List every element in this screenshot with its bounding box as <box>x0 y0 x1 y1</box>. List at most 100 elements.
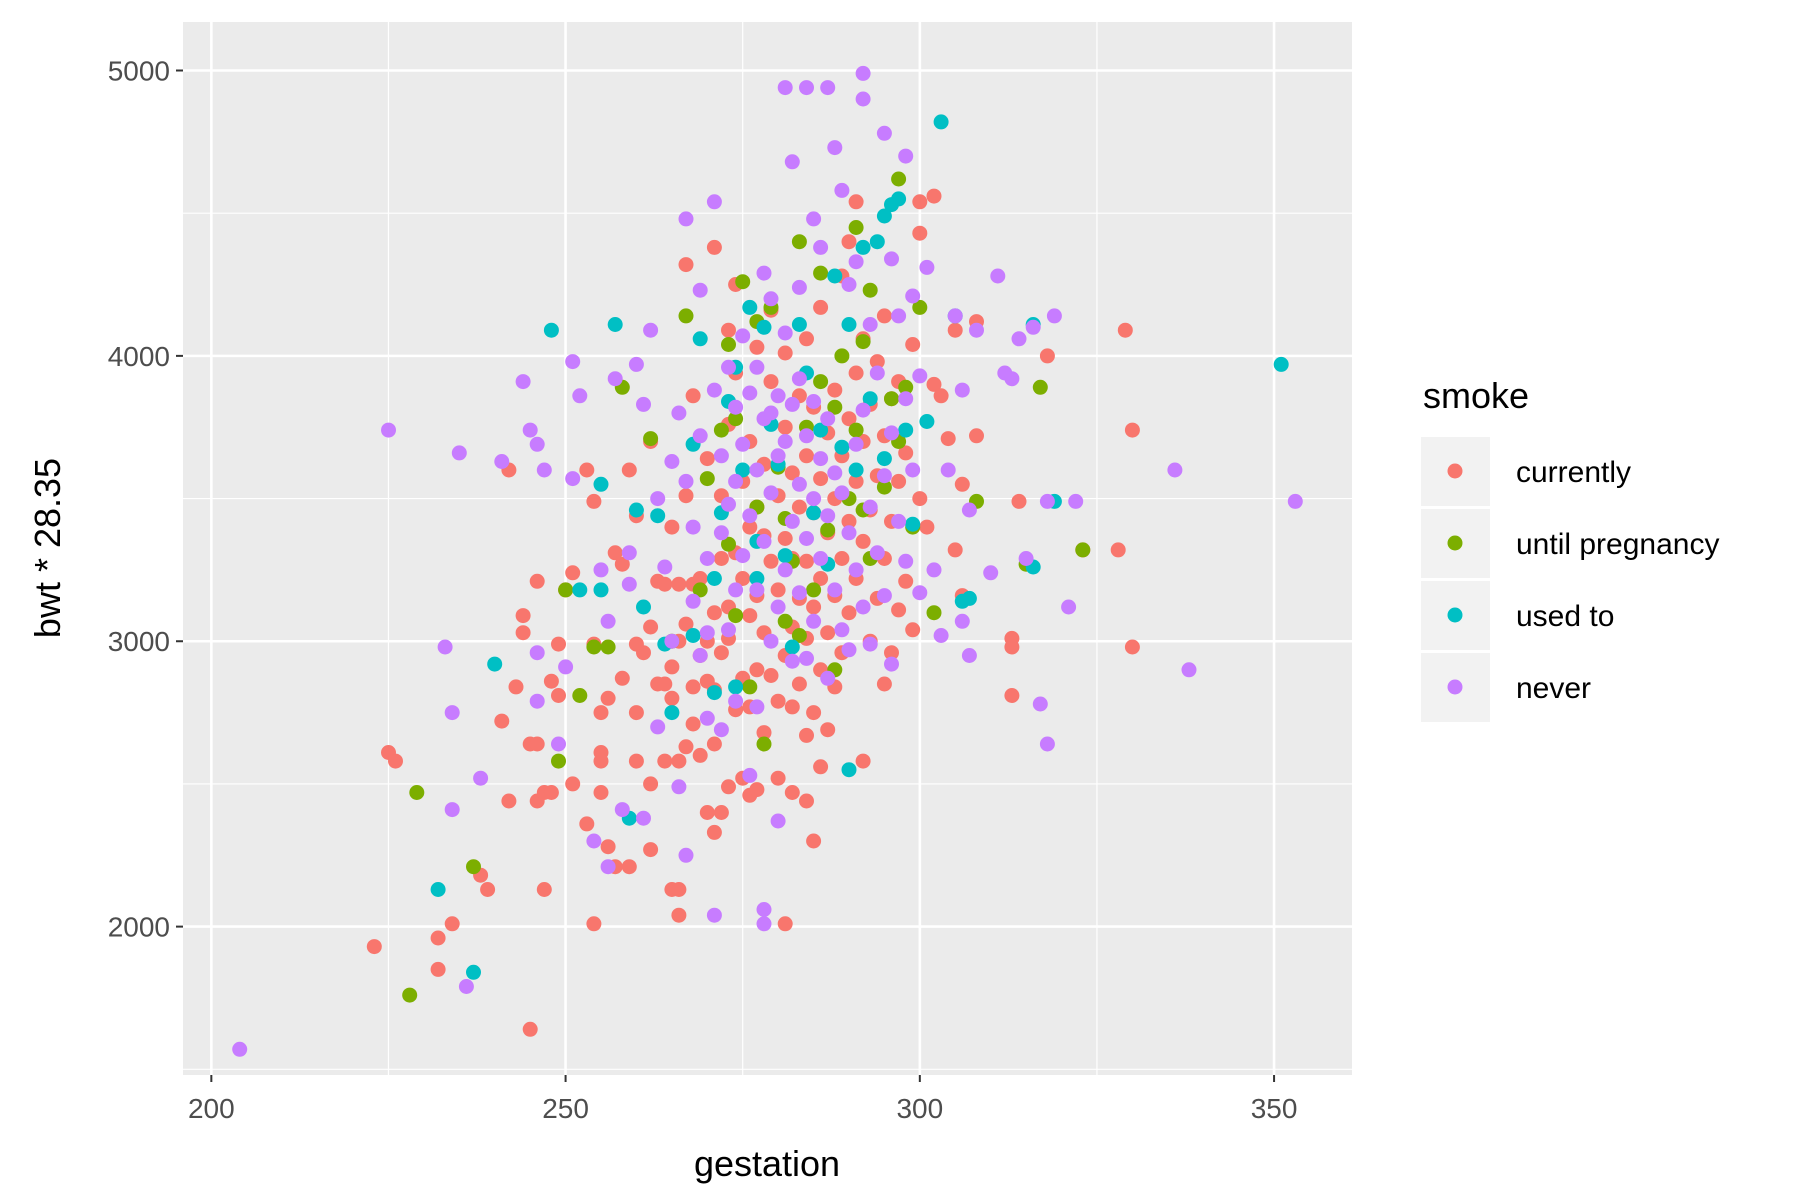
data-point <box>912 368 928 384</box>
data-point <box>827 399 843 415</box>
data-point <box>742 767 758 783</box>
data-point <box>586 493 602 509</box>
data-point <box>742 519 758 535</box>
data-point <box>806 599 822 615</box>
data-point <box>721 536 736 552</box>
data-point <box>940 431 956 447</box>
data-point <box>912 225 928 241</box>
data-point <box>820 522 836 538</box>
data-point <box>884 645 899 661</box>
data-point <box>628 705 644 721</box>
data-point <box>692 582 708 598</box>
data-point <box>735 328 751 344</box>
data-point <box>621 859 637 875</box>
data-point <box>742 385 758 401</box>
y-tick-label: 4000 <box>108 341 170 372</box>
data-point <box>706 382 722 398</box>
data-point <box>579 462 595 478</box>
data-point <box>643 619 659 635</box>
data-point <box>366 939 382 955</box>
data-point <box>466 859 481 875</box>
data-point <box>791 371 807 387</box>
data-point <box>586 916 602 932</box>
data-point <box>522 1021 538 1037</box>
data-point <box>834 551 850 566</box>
data-point <box>891 191 907 207</box>
data-point <box>636 645 651 661</box>
data-point <box>728 693 744 709</box>
data-point <box>813 265 829 281</box>
data-point <box>579 816 595 832</box>
data-point <box>806 505 822 521</box>
data-point <box>593 785 609 800</box>
data-point <box>820 508 836 524</box>
data-point <box>678 739 694 755</box>
data-point <box>699 471 715 487</box>
data-point <box>777 80 793 96</box>
data-point <box>664 659 680 675</box>
data-point <box>791 585 807 601</box>
data-point <box>706 239 722 255</box>
data-point <box>664 633 680 649</box>
data-point <box>763 405 779 421</box>
axis-ticks <box>176 69 1276 1082</box>
data-point <box>487 656 503 672</box>
data-point <box>437 639 453 655</box>
data-point <box>905 462 921 478</box>
data-point <box>671 882 687 897</box>
data-point <box>947 322 963 338</box>
data-point <box>983 565 999 581</box>
data-point <box>643 842 659 858</box>
data-point <box>657 753 673 769</box>
data-point <box>763 668 779 683</box>
data-point <box>756 533 772 549</box>
data-point <box>1032 696 1048 712</box>
legend-key-marker <box>1447 463 1463 479</box>
data-point <box>494 713 510 729</box>
data-point <box>692 428 708 444</box>
data-point <box>749 339 765 355</box>
data-point <box>586 639 602 655</box>
data-point <box>791 499 807 515</box>
data-point <box>678 211 694 227</box>
data-point <box>430 930 446 946</box>
data-point <box>728 473 744 489</box>
data-point <box>1124 639 1140 655</box>
data-point <box>232 1041 248 1057</box>
data-point <box>721 779 736 795</box>
data-point <box>799 428 814 444</box>
data-point <box>898 445 914 461</box>
data-point <box>515 374 531 390</box>
data-point <box>848 254 864 270</box>
data-point <box>876 451 892 467</box>
data-point <box>834 348 850 364</box>
data-point <box>777 916 793 932</box>
data-point <box>1039 493 1055 509</box>
legend: smoke currently until pregnancy used to nev… <box>1421 375 1719 722</box>
data-point <box>784 154 800 170</box>
data-point <box>841 513 857 529</box>
data-point <box>572 688 588 703</box>
data-point <box>473 770 489 786</box>
legend-item: currently <box>1421 437 1631 506</box>
data-point <box>593 562 609 578</box>
data-point <box>919 519 935 535</box>
data-point <box>891 171 907 187</box>
data-point <box>388 753 403 769</box>
data-point <box>770 388 786 404</box>
data-point <box>791 234 807 250</box>
data-point <box>621 545 637 561</box>
data-point <box>876 125 892 141</box>
data-point <box>777 345 793 361</box>
data-point <box>728 411 744 427</box>
data-point <box>905 622 921 638</box>
data-point <box>827 268 843 284</box>
data-point <box>650 719 666 735</box>
data-point <box>728 608 744 624</box>
data-point <box>820 80 836 96</box>
data-point <box>551 688 566 703</box>
data-point <box>869 365 885 381</box>
data-point <box>444 802 460 818</box>
data-point <box>791 279 807 295</box>
data-point <box>1110 542 1126 558</box>
